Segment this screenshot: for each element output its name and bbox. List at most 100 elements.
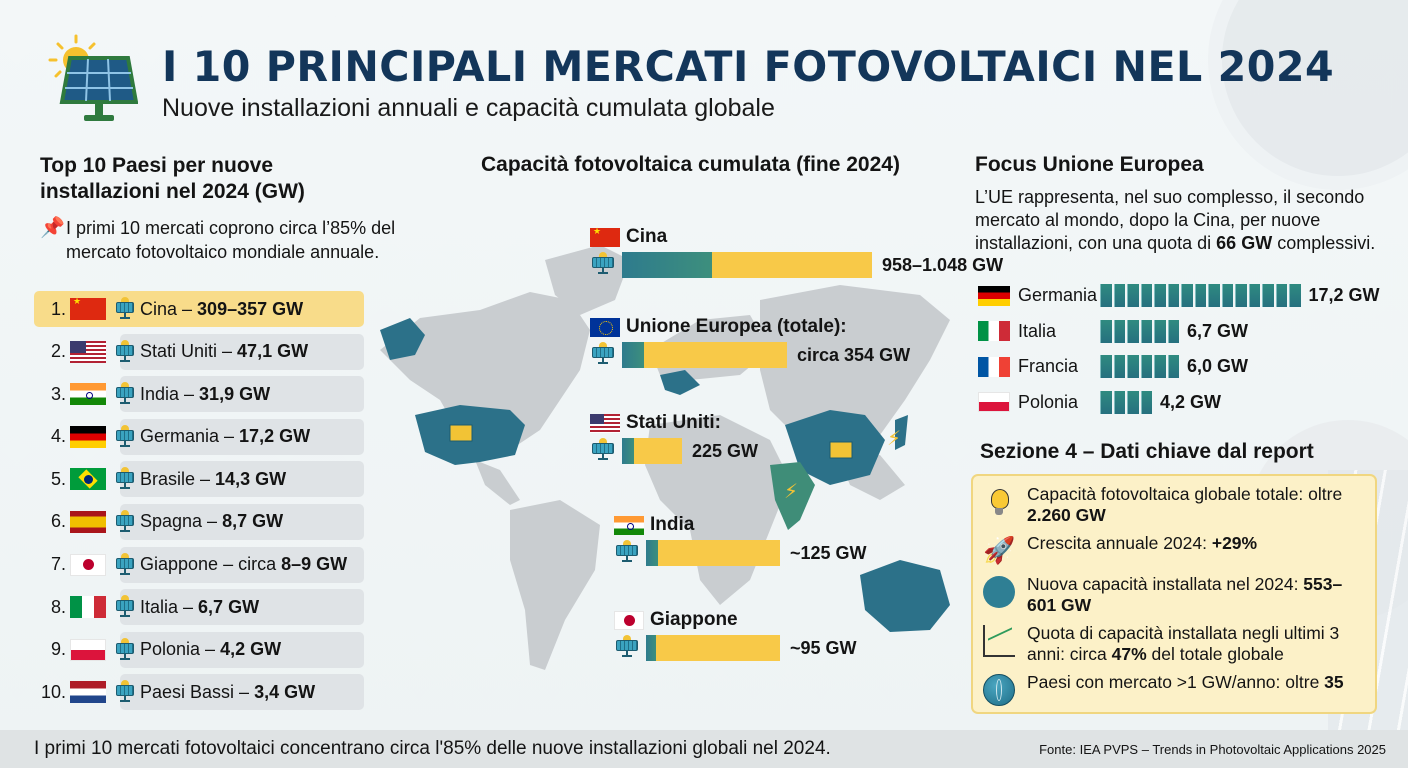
country-name: Brasile –: [140, 468, 216, 489]
row-background: [120, 418, 364, 455]
cumulative-label: Giappone: [650, 609, 738, 630]
eu-country-name: Polonia: [1018, 391, 1079, 412]
flag-eu-icon: [590, 317, 620, 337]
country-name: Italia –: [140, 596, 199, 617]
rank-number: 4.: [50, 426, 66, 447]
eu-value: 6,7 GW: [1187, 320, 1249, 341]
rank-number: 8.: [50, 596, 66, 617]
solar-panel-icon: [114, 552, 136, 577]
key-data-box: Capacità fotovoltaica globale totale: ol…: [971, 474, 1377, 714]
cumulative-bar: [622, 438, 682, 464]
rank-number: 6.: [50, 511, 66, 532]
country-value: Stati Uniti – 47,1 GW: [140, 341, 308, 362]
flag-jp-icon: [614, 610, 644, 630]
eu-bar: [1100, 355, 1179, 378]
country-name: Stati Uniti –: [140, 341, 238, 362]
rank-number: 10.: [40, 681, 66, 702]
cumulative-item: Unione Europea (totale): circa 354 GW: [590, 316, 910, 368]
country-value: India – 31,9 GW: [140, 384, 270, 405]
eu-bar: [1100, 390, 1152, 414]
row-background: [120, 674, 364, 711]
installed-gw: 17,2 GW: [239, 426, 311, 447]
country-name: Spagna –: [140, 511, 223, 532]
installed-gw: 14,3 GW: [215, 468, 287, 489]
rank-number: 2.: [50, 341, 66, 362]
flag-es-icon: [70, 510, 106, 533]
top10-row: 6. Spagna – 8,7 GW: [34, 503, 364, 540]
eu-text-part: L’UE rappresenta, nel suo complesso, il …: [975, 187, 1365, 253]
country-name: Cina –: [140, 298, 198, 319]
cumulative-bar: [646, 540, 780, 566]
cumulative-item: Cina 958–1.048 GW: [590, 226, 1003, 278]
eu-country-name: Germania: [1018, 285, 1098, 305]
background-sun-decoration: [1208, 0, 1408, 190]
cumulative-label: Stati Uniti:: [626, 412, 721, 433]
top10-row: 10. Paesi Bassi – 3,4 GW: [34, 674, 364, 711]
solar-panel-icon: [114, 467, 136, 491]
installed-gw: 8,7 GW: [222, 511, 284, 532]
country-name: Germania –: [140, 426, 240, 447]
rank-number: 1.: [50, 298, 66, 319]
cumulative-title: Capacità fotovoltaica cumulata (fine 202…: [481, 153, 900, 176]
country-value: Spagna – 8,7 GW: [140, 511, 283, 532]
eu-bar-chart: Germania 17,2 GW Italia 6,7 GW Francia 6,0 GW…: [978, 283, 1380, 425]
svg-text:⚡: ⚡: [887, 426, 901, 450]
country-name: Polonia –: [140, 639, 221, 660]
rank-number: 7.: [50, 554, 66, 575]
solar-panel-icon: [614, 635, 640, 661]
rank-number: 3.: [50, 383, 66, 404]
installed-gw: 8–9 GW: [281, 554, 348, 575]
eu-text-highlight: 66 GW: [1216, 233, 1273, 253]
row-background: [120, 461, 364, 498]
solar-panel-icon: [114, 424, 136, 449]
flag-in-icon: [614, 515, 644, 535]
flag-cn-icon: [590, 226, 620, 247]
top10-row: 5. Brasile – 14,3 GW: [34, 461, 364, 498]
solar-panel-icon: [114, 297, 136, 321]
solar-panel-icon: [114, 595, 136, 619]
cumulative-value: ~95 GW: [790, 637, 857, 658]
country-value: Germania – 17,2 GW: [140, 426, 310, 447]
cumulative-bar: [646, 635, 780, 661]
top10-row: 8. Italia – 6,7 GW: [34, 589, 364, 626]
key-data-title: Sezione 4 – Dati chiave dal report: [980, 440, 1314, 463]
country-value: Italia – 6,7 GW: [140, 597, 259, 618]
growth-chart-icon: [983, 625, 1015, 657]
header: [38, 32, 139, 127]
solar-panel-icon: [614, 540, 640, 566]
eu-country-name: Francia: [1018, 356, 1079, 376]
flag-it-icon: [70, 596, 106, 619]
top10-row: 3. India – 31,9 GW: [34, 376, 364, 413]
cumulative-bar: [622, 342, 787, 368]
eu-focus-text: L’UE rappresenta, nel suo complesso, il …: [975, 186, 1395, 255]
cumulative-value: 958–1.048 GW: [882, 254, 1004, 275]
cumulative-label: India: [650, 514, 695, 535]
flag-in-icon: [70, 383, 106, 406]
svg-text:⚡: ⚡: [784, 479, 798, 503]
lightbulb-icon: [983, 486, 1015, 518]
cumulative-value: 225 GW: [692, 440, 759, 461]
top10-row: 2. Stati Uniti – 47,1 GW: [34, 333, 364, 370]
flag-pl-icon: [70, 638, 106, 661]
rank-number: 5.: [50, 468, 66, 489]
top10-list: 1. Cina – 309–357 GW 2. Stati Uniti – 47,1 …: [34, 291, 364, 717]
footer: I primi 10 mercati fotovoltaici concentr…: [0, 730, 1408, 768]
key-data-item: Capacità fotovoltaica globale totale: ol…: [983, 484, 1365, 526]
solar-panel-with-sun-icon: [38, 32, 139, 127]
key-data-text: Capacità fotovoltaica globale totale: ol…: [1027, 484, 1343, 525]
flag-nl-icon: [70, 681, 106, 704]
eu-value: 17,2 GW: [1308, 285, 1380, 305]
top10-note: 📌 I primi 10 mercati coprono circa l’85%…: [40, 216, 430, 264]
cumulative-item: Giappone ~95 GW: [614, 609, 857, 661]
flag-fr-icon: [978, 356, 1010, 377]
key-data-text: Quota di capacità installata negli ultim…: [1027, 623, 1340, 664]
page-title: I 10 PRINCIPALI MERCATI FOTOVOLTAICI NEL…: [162, 42, 1335, 91]
solar-panel-icon: [114, 382, 136, 406]
flag-us-icon: [590, 413, 620, 433]
flag-us-icon: [70, 340, 106, 363]
eu-bar: [1100, 284, 1301, 307]
installed-gw: 6,7 GW: [198, 596, 260, 617]
cumulative-item: India ~125 GW: [614, 514, 867, 566]
flag-de-icon: [70, 425, 106, 448]
flag-br-icon: [70, 468, 106, 491]
